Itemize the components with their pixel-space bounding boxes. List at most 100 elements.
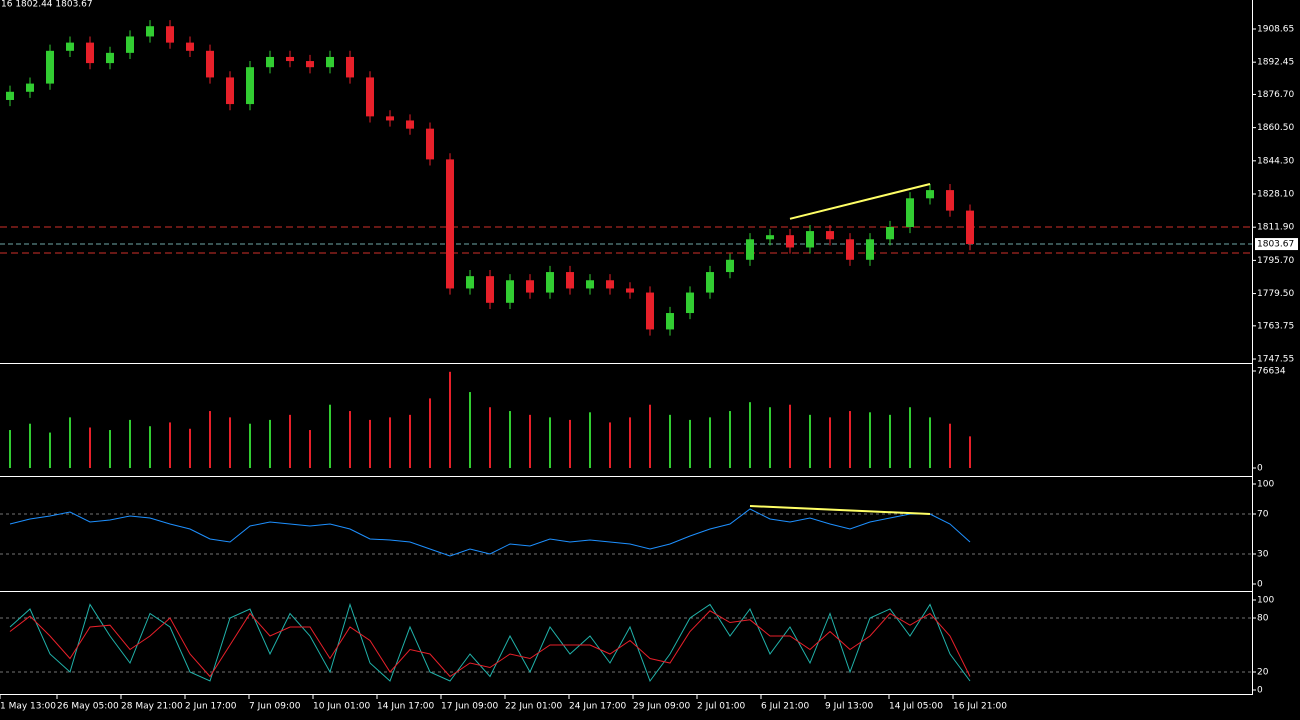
y-tick-label: 1763.75: [1257, 321, 1294, 331]
y-tick-label: 1795.70: [1257, 256, 1294, 266]
x-tick-label: 24 Jun 17:00: [569, 702, 626, 712]
candle-body: [326, 56, 334, 68]
candle-body: [586, 280, 594, 289]
volume-bar: [289, 414, 291, 468]
candle-body: [466, 276, 474, 289]
candle-body: [806, 231, 814, 248]
volume-bar: [749, 402, 751, 468]
volume-bar: [489, 407, 491, 468]
candle-body: [106, 52, 114, 64]
y-tick-label: 1876.70: [1257, 90, 1294, 100]
volume-bar: [509, 411, 511, 468]
volume-bar: [609, 422, 611, 468]
x-tick-label: 29 Jun 09:00: [633, 702, 690, 712]
volume-bar: [929, 417, 931, 468]
candle-body: [166, 26, 174, 43]
candle-body: [926, 190, 934, 199]
y-tick-label: 1811.90: [1257, 223, 1294, 233]
candle-body: [786, 235, 794, 248]
y-tick-label: 1844.30: [1257, 156, 1294, 166]
price-tag: [1255, 238, 1298, 251]
trendline: [789, 183, 931, 220]
volume-bar: [969, 436, 971, 468]
volume-bar: [949, 423, 951, 468]
volume-bar: [729, 411, 731, 468]
candle-body: [86, 42, 94, 64]
candle-body: [766, 235, 774, 240]
y-tick-label: 100: [1257, 480, 1274, 490]
x-tick-label: 14 Jul 05:00: [889, 702, 943, 712]
x-tick-label: 14 Jun 17:00: [377, 702, 434, 712]
candle-body: [386, 116, 394, 121]
volume-bar: [169, 422, 171, 468]
volume-bar: [209, 411, 211, 468]
volume-bar: [9, 430, 11, 468]
candle-body: [366, 77, 374, 117]
candle-body: [446, 159, 454, 289]
candle-body: [666, 313, 674, 330]
volume-bar: [149, 426, 151, 468]
indicator-line: [9, 602, 971, 683]
volume-bar: [349, 411, 351, 468]
volume-bar: [429, 398, 431, 468]
candle-body: [426, 128, 434, 160]
volume-bar: [829, 417, 831, 468]
candle-body: [186, 42, 194, 51]
candle-body: [346, 56, 354, 78]
volume-bar: [409, 414, 411, 468]
volume-bar: [569, 419, 571, 468]
candle-body: [686, 292, 694, 314]
x-tick-label: 1 May 13:00: [0, 702, 56, 712]
candle-body: [646, 292, 654, 330]
x-tick-label: 9 Jul 13:00: [825, 702, 874, 712]
y-tick-label: 30: [1257, 550, 1269, 560]
trendline: [749, 505, 931, 515]
volume-bar: [269, 419, 271, 468]
x-tick-label: 22 Jun 01:00: [505, 702, 562, 712]
candle-body: [206, 50, 214, 78]
volume-bar: [769, 407, 771, 468]
candle-body: [6, 91, 14, 100]
x-tick-label: 10 Jun 01:00: [313, 702, 370, 712]
candle-body: [706, 272, 714, 293]
volume-bar: [369, 419, 371, 468]
x-tick-label: 17 Jun 09:00: [441, 702, 498, 712]
price-tag-label: 1803.67: [1257, 240, 1294, 250]
candle-body: [966, 210, 974, 245]
x-tick-label: 7 Jun 09:00: [249, 702, 301, 712]
y-tick-label: 100: [1257, 596, 1274, 606]
volume-bar: [689, 419, 691, 468]
candle-body: [846, 239, 854, 260]
volume-bar: [129, 419, 131, 468]
candle-body: [946, 190, 954, 211]
y-tick-label: 1908.65: [1257, 24, 1294, 34]
x-tick-label: 26 May 05:00: [57, 702, 119, 712]
y-tick-label: 1779.50: [1257, 289, 1294, 299]
price-header: 16 1802.44 1803.67: [1, 0, 93, 10]
y-tick-label: 80: [1257, 614, 1269, 624]
volume-bar: [789, 404, 791, 468]
volume-bar: [449, 371, 451, 468]
x-tick-label: 2 Jun 17:00: [185, 702, 237, 712]
candle-body: [126, 36, 134, 53]
volume-bar: [889, 414, 891, 468]
candle-body: [526, 280, 534, 293]
candle-body: [66, 42, 74, 51]
y-tick-label: 1828.10: [1257, 190, 1294, 200]
y-tick-label: 1860.50: [1257, 123, 1294, 133]
candle-body: [406, 120, 414, 129]
candle-body: [306, 61, 314, 68]
volume-bar: [809, 414, 811, 468]
y-tick-label: 1747.55: [1257, 355, 1294, 365]
volume-bar: [249, 423, 251, 468]
y-tick-label: 0: [1257, 686, 1263, 696]
volume-bar: [909, 407, 911, 468]
volume-bar: [629, 417, 631, 468]
indicator-line: [9, 508, 971, 557]
x-tick-label: 28 May 21:00: [121, 702, 183, 712]
volume-bar: [329, 404, 331, 468]
candle-body: [546, 272, 554, 293]
volume-bar: [389, 417, 391, 468]
candle-body: [266, 56, 274, 68]
volume-bar: [549, 417, 551, 468]
